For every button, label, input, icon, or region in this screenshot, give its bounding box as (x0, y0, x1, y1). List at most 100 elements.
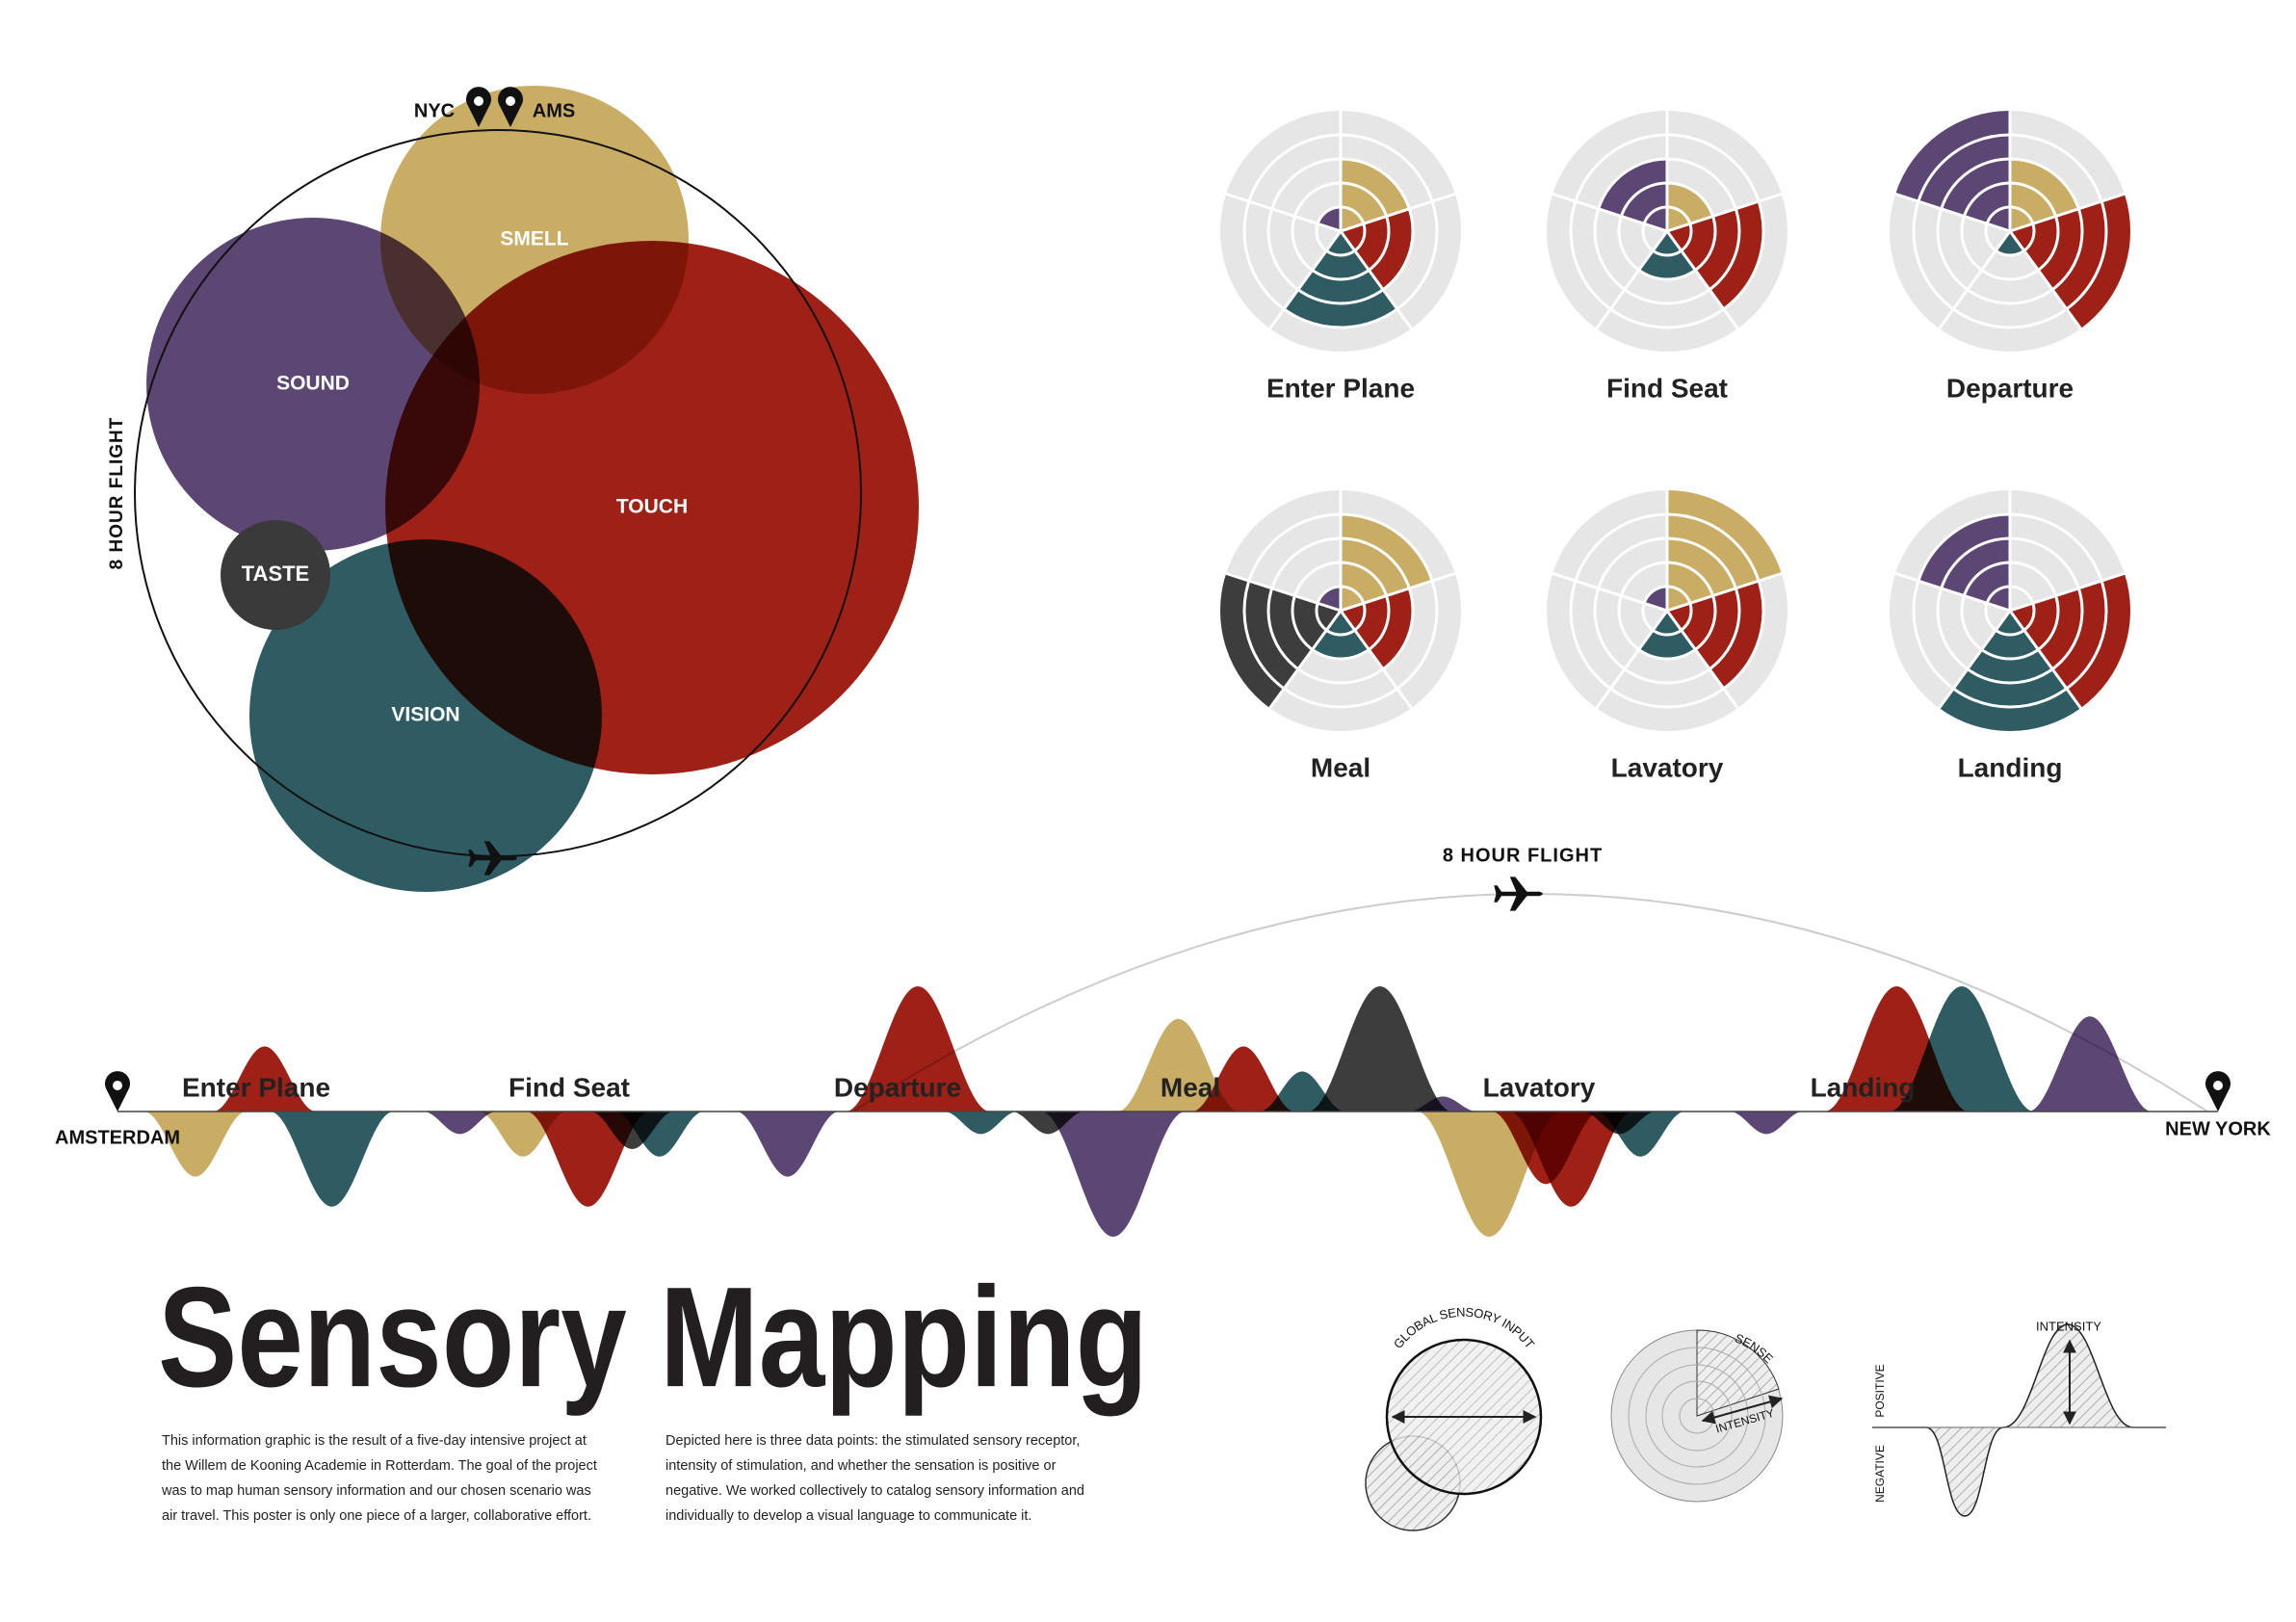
radar-label: Enter Plane (1266, 373, 1415, 403)
venn-label: TASTE (242, 562, 309, 586)
stage-label: Find Seat (509, 1072, 630, 1102)
waves (144, 986, 2152, 1237)
radar-label: Find Seat (1606, 373, 1728, 403)
radar-spoke (1268, 610, 1343, 710)
legend-polar-wedge (1696, 1329, 1780, 1417)
stage-label: Enter Plane (182, 1072, 330, 1102)
radar-label: Meal (1311, 752, 1370, 782)
wave (614, 1112, 704, 1157)
pin-icon (2205, 1071, 2231, 1112)
stage-label: Departure (834, 1072, 961, 1102)
legend-label: NEGATIVE (1873, 1445, 1887, 1503)
radar-chart: Meal (1220, 490, 1461, 782)
venn-label: SOUND (276, 373, 350, 395)
radar-spoke (2008, 610, 2082, 710)
wave (1408, 1096, 1477, 1112)
venn-label: SMELL (500, 228, 568, 250)
legend-wave: INTENSITY POSITIVE NEGATIVE (1872, 1319, 2166, 1517)
wave (2027, 1016, 2152, 1112)
wave (1729, 1112, 1804, 1135)
radar-chart: Find Seat (1547, 111, 1787, 403)
wave (423, 1112, 497, 1135)
radar-spoke (2009, 571, 2126, 613)
radar-spoke (1665, 610, 1739, 710)
radar-spoke (1938, 610, 2012, 710)
radar-spoke (1225, 571, 1342, 613)
wave (1191, 1046, 1295, 1112)
wave (270, 1112, 394, 1207)
radar-grid: Enter Plane Find Seat Departure Meal Lavator… (1220, 111, 2131, 782)
radar-spoke (1595, 610, 1669, 710)
end-label: NEW YORK (2165, 1118, 2271, 1139)
pin-icon (105, 1071, 130, 1112)
wave (1889, 986, 2034, 1112)
title: Sensory Mapping (158, 1258, 1148, 1417)
radar-spoke (1894, 571, 2011, 613)
radar-spoke (1894, 192, 2011, 233)
radar-spoke (1595, 230, 1669, 330)
plane-icon (468, 841, 517, 876)
radar-spoke (1552, 192, 1668, 233)
origin-label: NYC (414, 100, 455, 121)
radar-spoke (1938, 230, 2012, 330)
intro-line: was to map human sensory information and… (161, 1483, 591, 1499)
method-line: intensity of stimulation, and whether th… (665, 1458, 1057, 1474)
pin-hole (113, 1081, 122, 1090)
intro-line: the Willem de Kooning Academie in Rotter… (162, 1458, 597, 1474)
radar-wedge (2010, 194, 2131, 329)
radar-wedge (1895, 111, 2010, 231)
pin-hole (2213, 1081, 2223, 1090)
pins (105, 87, 2231, 1112)
legend-polar: SENSE INTENSITY (1610, 1329, 1784, 1503)
radar-wedge (2010, 573, 2131, 709)
radar-spoke (1666, 571, 1783, 613)
radar-spoke (1340, 571, 1456, 613)
legend-label: INTENSITY (2036, 1319, 2101, 1333)
wave (213, 1046, 317, 1112)
wave (736, 1112, 840, 1177)
radar-wedge (1996, 231, 2024, 255)
radar-spoke (1339, 230, 1413, 330)
intro-line: air travel. This poster is only one piec… (162, 1508, 591, 1524)
radar-spoke (2008, 230, 2082, 330)
taste-circle (221, 520, 330, 630)
radar-spoke (1225, 192, 1342, 233)
radar-chart: Departure (1890, 111, 2131, 403)
flight-label: 8 HOUR FLIGHT (1443, 845, 1603, 866)
destination-label: AMS (533, 100, 575, 121)
wave (1596, 1112, 1685, 1157)
body-text: This information graphic is the result o… (161, 1433, 1084, 1524)
venn-label: VISION (391, 704, 459, 726)
method-line: individually to develop a visual languag… (665, 1508, 1031, 1524)
venn-diagram: SMELL SOUND TOUCH TASTE VISION NYC AMS 8… (107, 86, 919, 892)
wave (144, 1112, 248, 1177)
radar-chart: Enter Plane (1220, 111, 1461, 403)
pin-icon (466, 87, 491, 127)
wave (1117, 1018, 1239, 1112)
radar-spoke (2009, 192, 2126, 233)
wave (1307, 986, 1452, 1112)
legend-label: POSITIVE (1873, 1364, 1887, 1417)
radar-wedge (1667, 490, 1782, 611)
radar-spoke (1552, 571, 1668, 613)
legend-arrow (1701, 1395, 1784, 1425)
radar-chart: Lavatory (1547, 490, 1787, 782)
intro-line: This information graphic is the result o… (162, 1433, 587, 1449)
pin-hole (474, 96, 483, 106)
radar-wedge (1220, 573, 1341, 709)
method-line: negative. We worked collectively to cata… (665, 1483, 1084, 1499)
plane-icon (1494, 876, 1543, 911)
radar-wedge (1341, 588, 1413, 669)
stage-label: Meal (1161, 1072, 1220, 1102)
radar-label: Departure (1946, 373, 2074, 403)
radar-spoke (1268, 230, 1343, 330)
wave (944, 1112, 1018, 1135)
radar-label: Landing (1958, 752, 2063, 782)
start-label: AMSTERDAM (55, 1127, 180, 1148)
radar-chart: Landing (1890, 490, 2131, 782)
radar-spoke (1666, 192, 1783, 233)
radar-spoke (1339, 610, 1413, 710)
radar-wedge (1341, 208, 1413, 290)
legend: GLOBAL SENSORY INPUT SENSE INTENSITY INT… (1365, 1305, 2166, 1531)
